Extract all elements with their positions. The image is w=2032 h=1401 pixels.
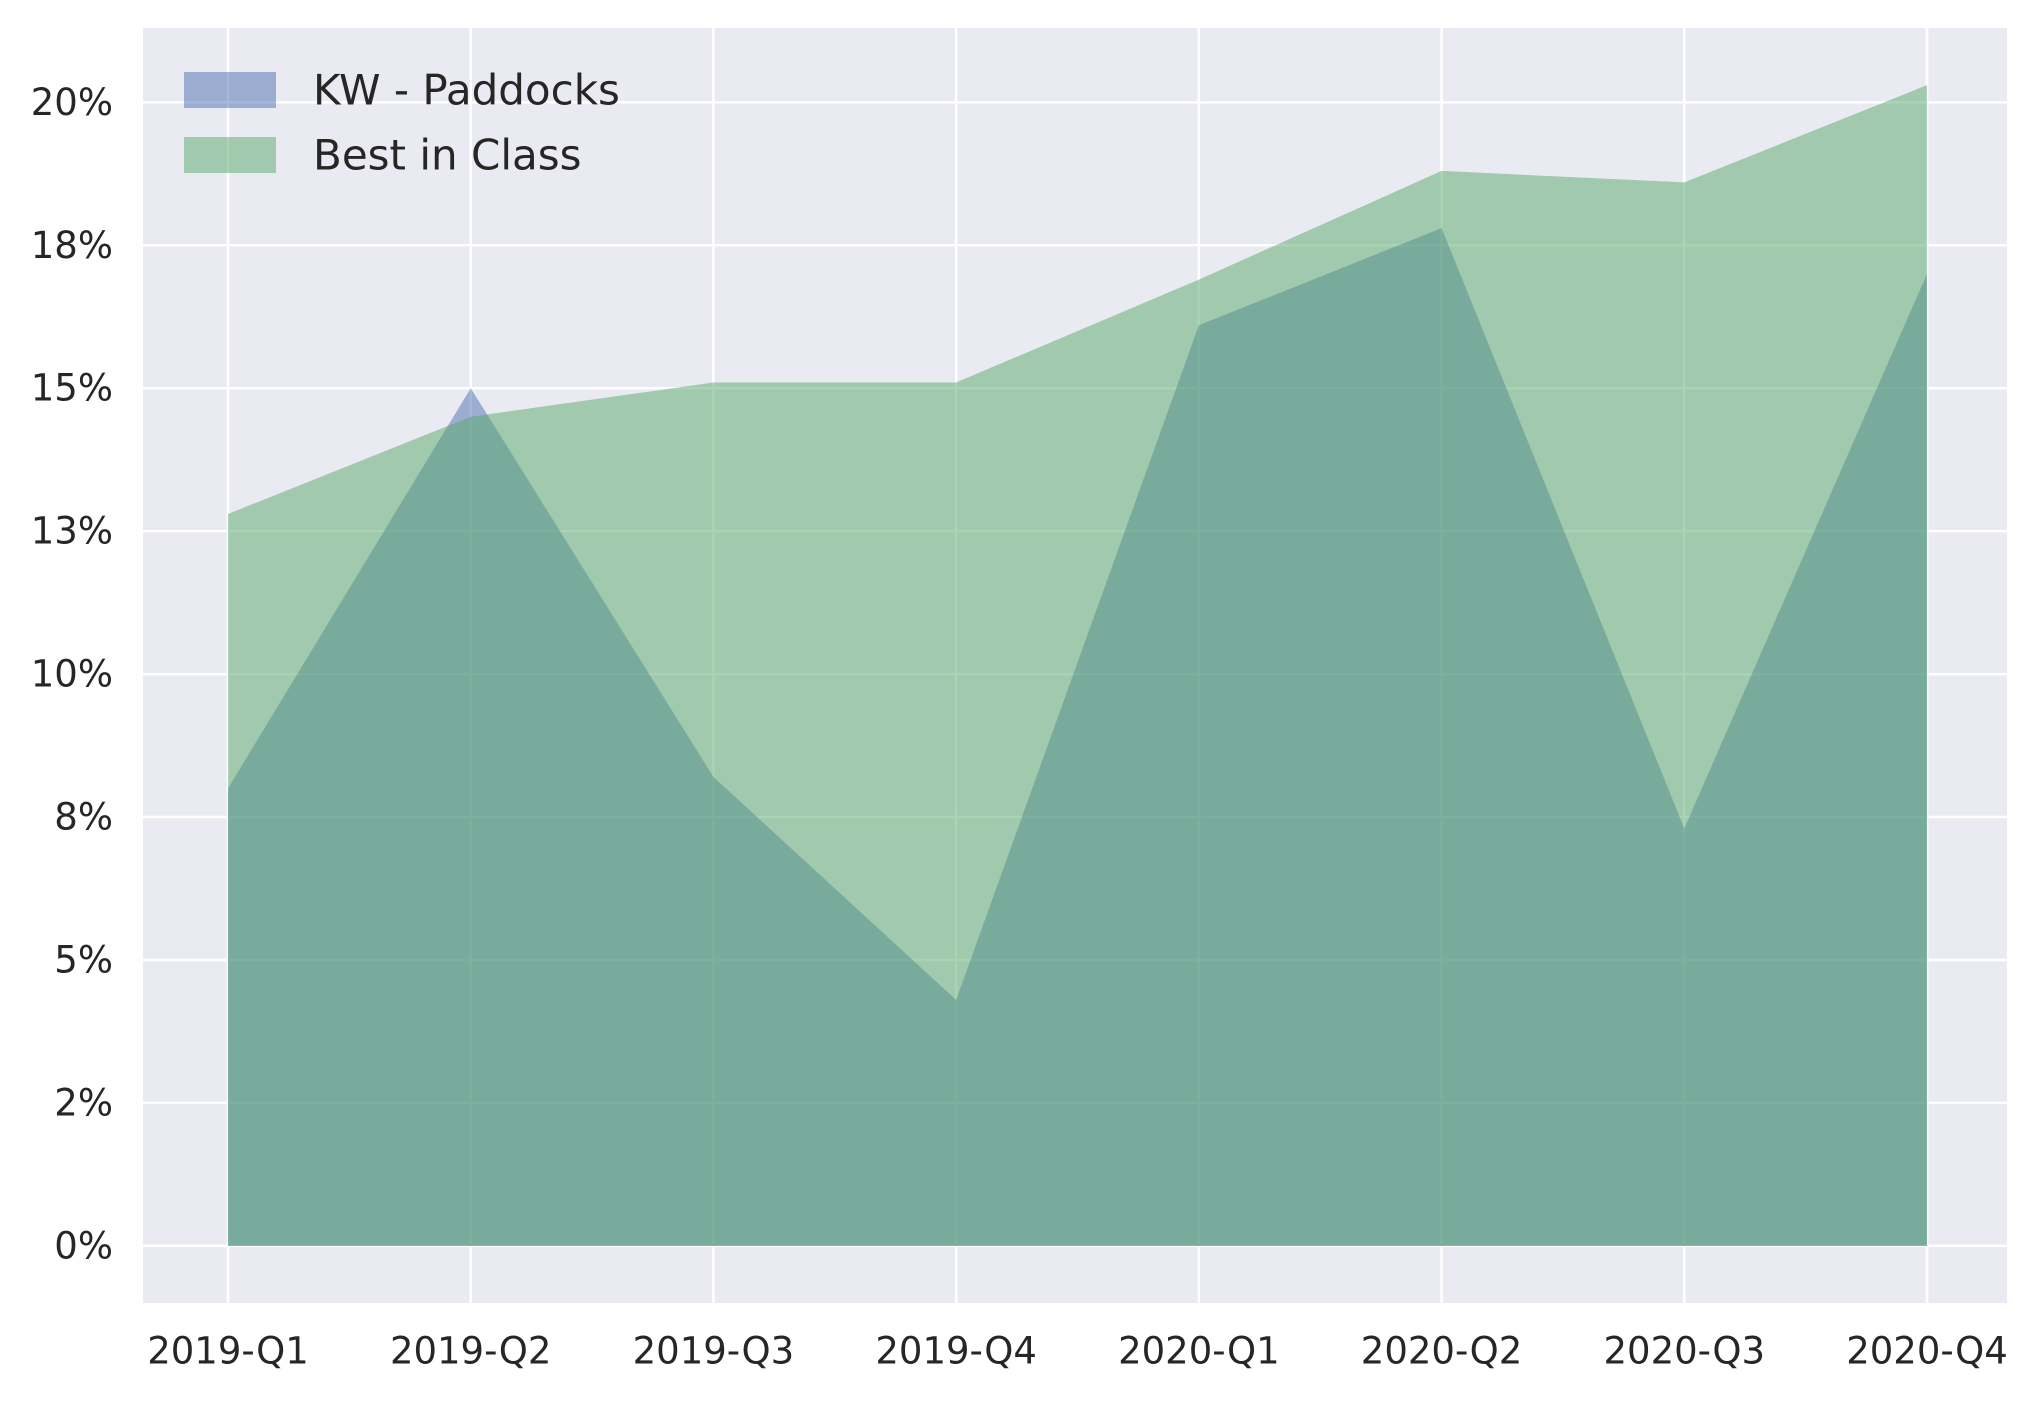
x-tick-label: 2020-Q2 [1361, 1330, 1523, 1373]
x-tick-label: 2019-Q2 [390, 1330, 552, 1373]
x-axis-tick-labels: 2019-Q1 2019-Q2 2019-Q3 2019-Q4 2020-Q1 2020-… [147, 1330, 2008, 1373]
area-best-in-class [228, 85, 1927, 1246]
x-tick-label: 2020-Q3 [1604, 1330, 1766, 1373]
y-tick-label: 0% [54, 1224, 113, 1267]
x-tick-label: 2019-Q3 [633, 1330, 795, 1373]
series-areas [228, 85, 1927, 1246]
x-tick-label: 2020-Q1 [1118, 1330, 1280, 1373]
legend-label: KW - Paddocks [313, 66, 620, 115]
x-tick-label: 2019-Q1 [147, 1330, 309, 1373]
y-tick-label: 10% [31, 653, 113, 696]
legend-swatch [184, 137, 276, 173]
y-tick-label: 20% [31, 81, 113, 124]
legend-swatch [184, 72, 276, 108]
x-tick-label: 2020-Q4 [1846, 1330, 2008, 1373]
y-axis-tick-labels: 0% 2% 5% 8% 10% 13% 15% 18% 20% [31, 81, 113, 1267]
y-tick-label: 15% [31, 367, 113, 410]
x-tick-label: 2019-Q4 [875, 1330, 1037, 1373]
legend-label: Best in Class [313, 131, 582, 180]
y-tick-label: 18% [31, 224, 113, 267]
y-tick-label: 8% [54, 796, 113, 839]
y-tick-label: 13% [31, 510, 113, 553]
y-tick-label: 5% [54, 938, 113, 981]
legend: KW - Paddocks Best in Class [184, 66, 620, 180]
y-tick-label: 2% [54, 1081, 113, 1124]
